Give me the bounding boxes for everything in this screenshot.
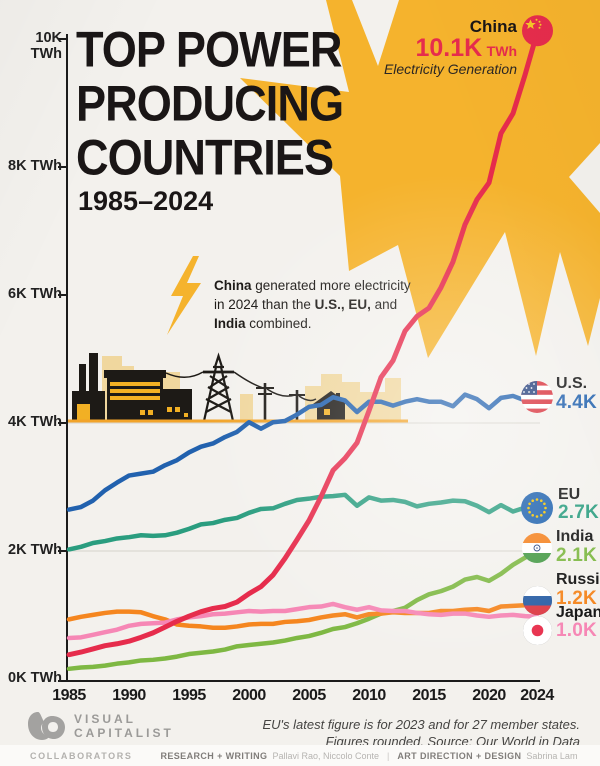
line-russia xyxy=(66,601,540,630)
japan-flag-icon xyxy=(523,616,552,645)
line-eu xyxy=(66,492,528,552)
axes xyxy=(58,34,540,682)
page-subtitle: 1985–2024 xyxy=(78,186,214,216)
data-series-lines xyxy=(66,30,540,672)
china-callout-value-line: 10.1K TWh xyxy=(384,34,518,62)
starburst-shape xyxy=(240,0,600,358)
annotation-line-1: China generated more electricity xyxy=(214,278,411,293)
xtick-2020: 2020 xyxy=(472,687,506,704)
visual-capitalist-logo-icon xyxy=(28,712,65,740)
lightning-bolt-icon xyxy=(167,256,201,335)
ytick-4k: 4K TWh xyxy=(8,414,62,430)
xtick-2024: 2024 xyxy=(520,687,554,704)
line-india xyxy=(66,545,540,672)
visual-capitalist-logo: VISUAL CAPITALIST xyxy=(28,710,174,742)
power-illustration xyxy=(68,352,408,423)
art-direction-label: ART DIRECTION + DESIGN xyxy=(397,750,522,761)
eu-flag-icon xyxy=(521,492,553,524)
ytick-6k: 6K TWh xyxy=(8,286,62,302)
legend-eu-value: 2.7K xyxy=(558,502,599,523)
visual-capitalist-wordmark: VISUAL CAPITALIST xyxy=(74,712,174,740)
research-writing-label: RESEARCH + WRITING xyxy=(160,750,268,761)
xtick-1990: 1990 xyxy=(112,687,146,704)
xtick-2010: 2010 xyxy=(352,687,386,704)
ytick-8k: 8K TWh xyxy=(8,158,62,174)
gridlines xyxy=(68,422,540,552)
art-direction-name: Sabrina Lam xyxy=(526,750,578,761)
china-callout: China 10.1K TWh Electricity Generation xyxy=(384,17,517,77)
line-japan xyxy=(66,601,540,641)
annotation-line-2: in 2024 than the U.S., EU, and xyxy=(214,297,398,312)
china-callout-unit: TWh xyxy=(486,43,517,59)
china-end-marker xyxy=(522,15,553,47)
research-writing-names: Pallavi Rao, Niccolo Conte xyxy=(272,750,379,761)
legend-russia-value: 1.2K xyxy=(556,588,597,609)
xtick-1985: 1985 xyxy=(52,687,86,704)
legend-india-name: India xyxy=(556,528,594,545)
xtick-2005: 2005 xyxy=(292,687,326,704)
legend-india-value: 2.1K xyxy=(556,545,597,566)
ytick-0k: 0K TWh xyxy=(8,670,62,686)
russia-flag-icon xyxy=(523,586,552,615)
collaborators-label: COLLABORATORS xyxy=(30,750,133,761)
page-title: TOP POWER PRODUCING COUNTRIES xyxy=(76,20,344,186)
china-callout-value: 10.1K xyxy=(415,34,483,62)
line-china xyxy=(66,30,540,658)
legend-russia-name: Russia xyxy=(556,571,600,588)
legend-us-value: 4.4K xyxy=(556,392,597,413)
us-flag-icon xyxy=(521,381,553,413)
collaborators-bar: COLLABORATORS RESEARCH + WRITING Pallavi… xyxy=(0,745,600,766)
legend-eu-name: EU xyxy=(558,486,581,503)
ytick-2k: 2K TWh xyxy=(8,542,62,558)
china-callout-country: China xyxy=(469,17,517,36)
annotation-line-3: India combined. xyxy=(214,316,312,331)
legend-us-name: U.S. xyxy=(556,375,588,392)
xtick-2015: 2015 xyxy=(412,687,446,704)
source-note-line-1: EU's latest figure is for 2023 and for 2… xyxy=(262,717,580,732)
india-flag-icon xyxy=(522,533,552,563)
legend-japan-name: Japan xyxy=(556,604,600,621)
xtick-2000: 2000 xyxy=(232,687,266,704)
line-us xyxy=(66,392,540,512)
collaborators-separator: | xyxy=(387,750,390,761)
legend-japan-value: 1.0K xyxy=(556,620,597,641)
xtick-1995: 1995 xyxy=(172,687,206,704)
china-callout-caption: Electricity Generation xyxy=(383,61,517,77)
ytick-10k: 10K TWh xyxy=(30,30,62,62)
annotation-text: China generated more electricity in 2024… xyxy=(214,276,411,333)
